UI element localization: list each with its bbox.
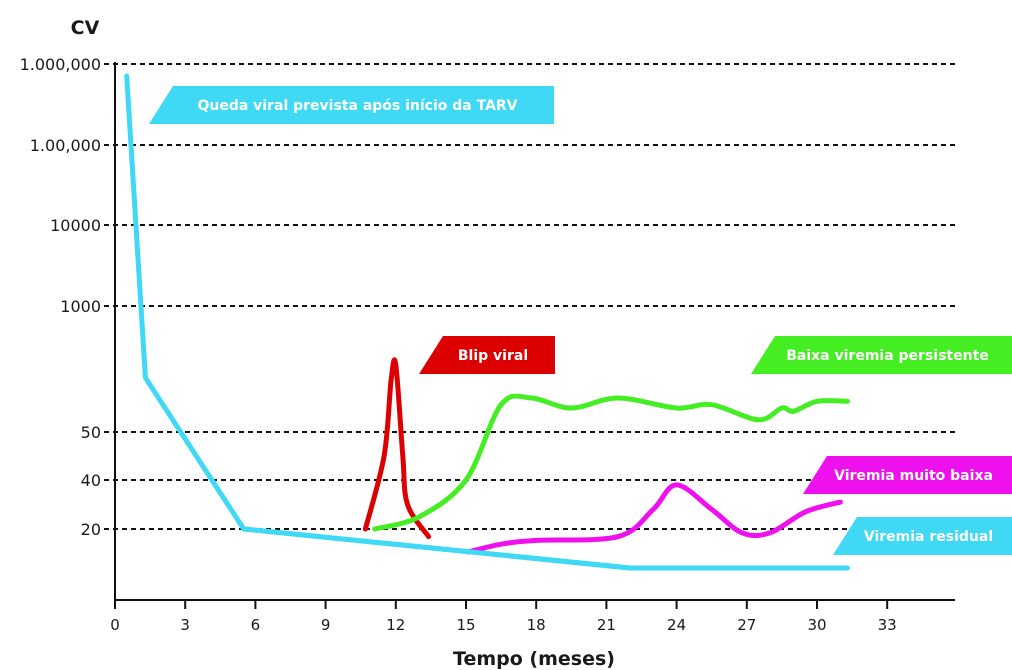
annotation-label: Baixa viremia persistente bbox=[786, 348, 989, 364]
series-line bbox=[362, 357, 432, 540]
y-tick-labels: 1.000,000 1.00,000 10000 1000 50 40 20 bbox=[20, 55, 101, 539]
x-tick-labels: 0 3 6 9 12 15 18 21 24 27 30 33 bbox=[110, 600, 897, 634]
y-tick-label: 20 bbox=[81, 520, 101, 539]
x-tick-label: 0 bbox=[110, 616, 120, 634]
axes bbox=[114, 62, 955, 601]
x-tick-label: 6 bbox=[251, 616, 261, 634]
x-tick-label: 3 bbox=[180, 616, 190, 634]
x-tick-label: 12 bbox=[386, 616, 405, 634]
series-lines bbox=[124, 73, 850, 571]
y-tick-label: 1000 bbox=[60, 297, 101, 316]
x-tick-label: 18 bbox=[527, 616, 546, 634]
y-tick-label: 40 bbox=[81, 471, 101, 490]
annotation-tag bbox=[751, 336, 1012, 374]
annotation-tag bbox=[803, 456, 1012, 494]
y-tick-label: 50 bbox=[81, 423, 101, 442]
annotation-labels: Queda viral prevista após início da TARV… bbox=[149, 86, 1012, 555]
y-tick-label: 1.00,000 bbox=[30, 136, 101, 155]
annotation-tag bbox=[419, 336, 555, 374]
x-axis-title: Tempo (meses) bbox=[453, 648, 615, 670]
x-tick-label: 9 bbox=[321, 616, 331, 634]
annotation-tag bbox=[149, 86, 554, 124]
x-tick-label: 33 bbox=[878, 616, 897, 634]
x-tick-label: 27 bbox=[737, 616, 756, 634]
x-tick-label: 15 bbox=[456, 616, 475, 634]
x-tick-label: 21 bbox=[597, 616, 616, 634]
series-line bbox=[241, 526, 850, 571]
y-axis-title: CV bbox=[71, 17, 100, 39]
annotation-tag bbox=[833, 517, 1012, 555]
y-tick-label: 1.000,000 bbox=[20, 55, 101, 74]
series-line bbox=[465, 482, 843, 555]
y-tick-label: 10000 bbox=[50, 216, 101, 235]
annotation-label: Blip viral bbox=[458, 348, 528, 364]
annotation-label: Viremia residual bbox=[864, 529, 993, 545]
annotation-label: Viremia muito baixa bbox=[834, 468, 993, 484]
series-line bbox=[372, 393, 850, 532]
annotation-label: Queda viral prevista após início da TARV bbox=[197, 98, 517, 114]
gridlines bbox=[104, 63, 955, 530]
x-tick-label: 30 bbox=[807, 616, 826, 634]
series-line bbox=[124, 73, 850, 571]
x-tick-label: 24 bbox=[667, 616, 686, 634]
